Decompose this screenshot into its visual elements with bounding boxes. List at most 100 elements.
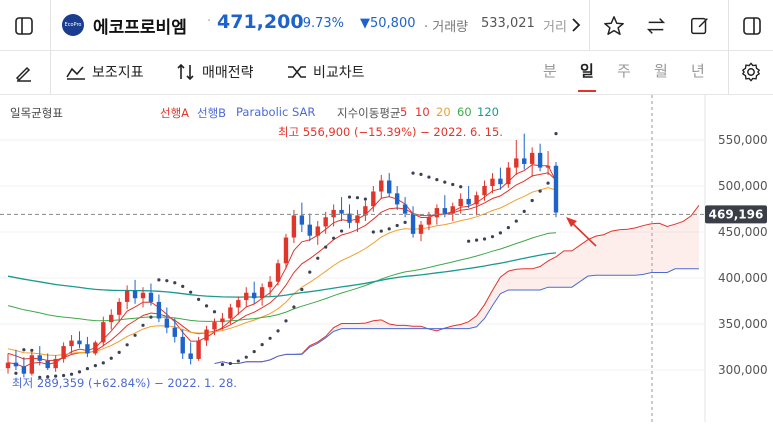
candle-body [554, 166, 558, 213]
cloud-segment [572, 245, 580, 287]
sar-dot [78, 370, 81, 373]
cloud-segment [532, 267, 540, 290]
candle-body [196, 341, 200, 359]
stock-name[interactable]: 에코프로비엠 [93, 13, 187, 38]
swap-icon[interactable] [642, 12, 670, 40]
chevron-right-icon[interactable] [566, 14, 586, 36]
candle-body [347, 214, 351, 223]
candle-body [252, 293, 256, 299]
sar-dot [554, 132, 557, 135]
candle-body [117, 302, 121, 315]
sar-dot [22, 348, 25, 351]
candle-body [204, 330, 208, 341]
candle-body [212, 322, 216, 329]
sar-dot [435, 178, 438, 181]
sar-dot [268, 337, 271, 340]
y-tick-label: 500,000 [718, 179, 768, 193]
candle-body [77, 341, 81, 345]
legend-ema: 지수이동평균 [337, 105, 400, 121]
candlesticks [6, 134, 558, 378]
sar-dot [388, 227, 391, 230]
span-a-line [214, 205, 698, 363]
y-tick-label: 400,000 [718, 271, 768, 285]
sar-dot [308, 270, 311, 273]
candle-body [244, 293, 248, 300]
candle-body [371, 192, 375, 207]
cloud-segment [643, 224, 651, 275]
sar-dot [419, 173, 422, 176]
aux-indicator-button[interactable]: 보조지표 [66, 62, 144, 82]
candle-body [30, 355, 34, 373]
moving-average-lines [8, 165, 556, 367]
sar-dot [427, 175, 430, 178]
candle-body [165, 318, 169, 327]
sar-dot [181, 285, 184, 288]
period-year[interactable]: 년 [691, 60, 705, 81]
sar-dot [149, 316, 152, 319]
sar-dot [229, 362, 232, 365]
sar-dot [30, 349, 33, 352]
trade-strategy-label: 매매전략 [202, 62, 254, 82]
ema-5-line [8, 165, 556, 367]
candle-body [498, 179, 502, 185]
trade-strategy-button[interactable]: 매매전략 [176, 62, 254, 82]
cloud-segment [564, 251, 572, 287]
top-bar: EcoPro 에코프로비엠 · 471,200 -9.73% ▼50,800 ·… [0, 0, 773, 51]
candle-body [69, 341, 73, 347]
volume-value: 533,021 [481, 16, 535, 31]
compare-chart-button[interactable]: 비교차트 [287, 62, 365, 82]
period-minute[interactable]: 분 [543, 60, 557, 81]
candle-body [355, 215, 359, 222]
ema-10-line [8, 173, 556, 361]
sar-dot [292, 305, 295, 308]
cloud-segment [485, 290, 493, 318]
draw-pen-icon[interactable] [12, 60, 36, 84]
sar-dot [324, 245, 327, 248]
candle-body [522, 158, 526, 164]
candle-body [260, 287, 264, 298]
sar-dot [491, 235, 494, 238]
sar-dot [157, 278, 160, 281]
period-day[interactable]: 일 [580, 60, 594, 81]
candle-body [61, 346, 65, 359]
period-month[interactable]: 월 [654, 60, 668, 81]
sar-dot [189, 291, 192, 294]
sar-dot [372, 230, 375, 233]
sar-dot [276, 329, 279, 332]
sar-dot [515, 219, 518, 222]
chart-svg[interactable]: 550,000500,000450,000400,000350,000300,0… [0, 95, 773, 422]
sar-dot [94, 364, 97, 367]
more-text: 거리 [543, 16, 567, 35]
aux-indicator-label: 보조지표 [92, 62, 144, 82]
candle-body [53, 359, 57, 368]
candle-body [538, 153, 542, 168]
candle-body [395, 193, 399, 204]
change-percent: -9.73% [298, 16, 344, 31]
sar-dot [141, 324, 144, 327]
period-week[interactable]: 주 [617, 60, 631, 81]
candle-body [173, 328, 177, 337]
edit-icon[interactable] [686, 12, 714, 40]
star-icon[interactable] [600, 12, 628, 40]
sidebar-toggle-icon[interactable] [10, 12, 38, 40]
settings-gear-icon[interactable] [738, 59, 764, 85]
sar-dot [443, 181, 446, 184]
candle-body [220, 318, 224, 322]
sar-dot [205, 304, 208, 307]
side-panel-icon[interactable] [738, 12, 766, 40]
candle-body [14, 363, 18, 367]
candle-body [451, 206, 455, 213]
sar-dot [213, 310, 216, 313]
candle-body [236, 300, 240, 307]
y-tick-label: 450,000 [718, 225, 768, 239]
legend-ma-20: 20 [436, 105, 451, 119]
sar-dot [133, 334, 136, 337]
legend-span-a: 선행A [160, 105, 189, 121]
candle-body [292, 215, 296, 237]
sar-dot [523, 210, 526, 213]
candle-body [109, 315, 113, 322]
candle-body [530, 153, 534, 164]
cloud-segment [508, 269, 516, 290]
sar-dot [197, 298, 200, 301]
